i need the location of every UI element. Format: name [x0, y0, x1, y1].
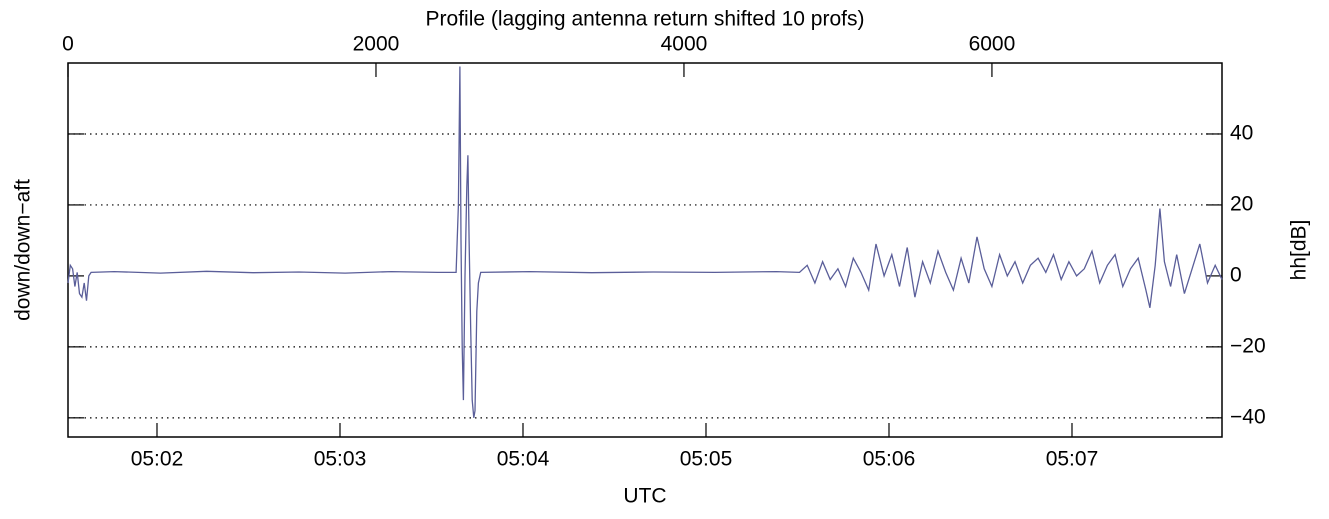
- y-tick-label: 0: [1230, 263, 1242, 286]
- y-tick-label: −20: [1230, 334, 1266, 357]
- plot-frame: [67, 62, 1223, 438]
- top-tick-label: 6000: [969, 33, 1016, 56]
- x-axis-label: UTC: [623, 485, 666, 508]
- x-tick-label: 05:03: [314, 448, 367, 471]
- y-tick-label: 40: [1230, 122, 1253, 145]
- chart-title: Profile (lagging antenna return shifted …: [426, 8, 865, 31]
- top-tick-label: 4000: [661, 33, 708, 56]
- x-tick-label: 05:02: [131, 448, 184, 471]
- y-axis-label: down/down−aft: [12, 179, 35, 321]
- x-tick-label: 05:06: [863, 448, 916, 471]
- x-tick-label: 05:04: [497, 448, 550, 471]
- y2-axis-label: hh[dB]: [1288, 220, 1311, 281]
- top-tick-label: 0: [62, 33, 74, 56]
- x-tick-label: 05:05: [680, 448, 733, 471]
- top-tick-label: 2000: [353, 33, 400, 56]
- x-tick-label: 05:07: [1046, 448, 1099, 471]
- data-line: [67, 66, 1223, 418]
- y-tick-label: 20: [1230, 192, 1253, 215]
- y-tick-label: −40: [1230, 405, 1266, 428]
